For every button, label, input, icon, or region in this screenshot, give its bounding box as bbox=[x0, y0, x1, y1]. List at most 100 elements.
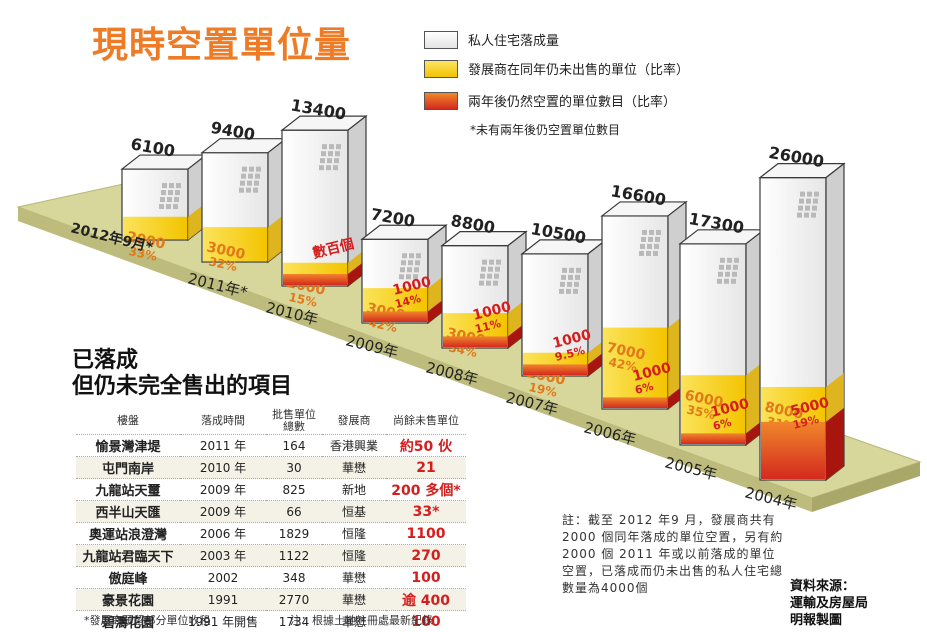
window-mark bbox=[727, 258, 732, 263]
window-mark bbox=[167, 197, 172, 202]
header-unsold: 尚餘未售單位 bbox=[386, 408, 466, 435]
table-cell-name: 屯門南岸 bbox=[76, 457, 180, 479]
table-cell-dev: 華懋 bbox=[322, 567, 386, 589]
window-mark bbox=[569, 268, 574, 273]
table-cell-dev: 華懋 bbox=[322, 589, 386, 611]
window-mark bbox=[320, 158, 325, 163]
window-mark bbox=[720, 258, 725, 263]
window-mark bbox=[494, 274, 499, 279]
window-mark bbox=[734, 258, 739, 263]
table-cell-units: 825 bbox=[266, 479, 322, 501]
window-mark bbox=[804, 213, 809, 218]
window-mark bbox=[648, 237, 653, 242]
window-mark bbox=[654, 244, 659, 249]
table-cell-name: 傲庭峰 bbox=[76, 567, 180, 589]
table-cell-units: 66 bbox=[266, 501, 322, 523]
table-cell-date: 2009 年 bbox=[180, 501, 266, 523]
window-mark bbox=[568, 275, 573, 280]
table-cell-name: 九龍站天璽 bbox=[76, 479, 180, 501]
table-cell-name: 西半山天匯 bbox=[76, 501, 180, 523]
window-mark bbox=[242, 167, 247, 172]
window-mark bbox=[256, 167, 261, 172]
window-mark bbox=[725, 272, 730, 277]
table-cell-units: 2770 bbox=[266, 589, 322, 611]
window-mark bbox=[162, 183, 167, 188]
window-mark bbox=[479, 281, 484, 286]
legend-note: *未有兩年後仍空置單位數目 bbox=[470, 121, 620, 138]
bar-vacant bbox=[283, 274, 347, 285]
table-cell-units: 1829 bbox=[266, 523, 322, 545]
window-mark bbox=[400, 267, 405, 272]
table-cell-unsold: 270 bbox=[386, 545, 466, 567]
chart-title: 現時空置單位量 bbox=[92, 16, 351, 68]
legend-label-total: 私人住宅落成量 bbox=[468, 30, 559, 49]
source-graphic: 明報製圖 bbox=[790, 612, 868, 629]
window-mark bbox=[573, 289, 578, 294]
window-mark bbox=[642, 230, 647, 235]
legend-label-unsold: 發展商在同年仍未出售的單位（比率） bbox=[468, 59, 689, 78]
source-label: 資料來源： bbox=[790, 578, 868, 595]
table-cell-dev: 恒基 bbox=[322, 501, 386, 523]
window-mark bbox=[414, 267, 419, 272]
window-mark bbox=[733, 265, 738, 270]
window-mark bbox=[326, 165, 331, 170]
window-mark bbox=[408, 260, 413, 265]
window-mark bbox=[731, 279, 736, 284]
window-mark bbox=[240, 181, 245, 186]
window-mark bbox=[574, 282, 579, 287]
window-mark bbox=[246, 188, 251, 193]
window-mark bbox=[489, 260, 494, 265]
table-cell-unsold: 1100 bbox=[386, 523, 466, 545]
table-source-note: 注：根據土地註冊處最新紀錄 bbox=[290, 612, 433, 628]
window-mark bbox=[649, 230, 654, 235]
window-mark bbox=[166, 204, 171, 209]
table-cell-units: 348 bbox=[266, 567, 322, 589]
window-mark bbox=[560, 282, 565, 287]
window-mark bbox=[814, 192, 819, 197]
window-mark bbox=[806, 199, 811, 204]
window-mark bbox=[493, 281, 498, 286]
legend-item-unsold: 發展商在同年仍未出售的單位（比率） bbox=[424, 59, 689, 78]
window-mark bbox=[482, 260, 487, 265]
window-mark bbox=[160, 197, 165, 202]
window-mark bbox=[480, 274, 485, 279]
bar-total-label: 8800 bbox=[449, 211, 496, 237]
table-title-line2: 但仍未完全售出的項目 bbox=[72, 374, 292, 400]
window-mark bbox=[481, 267, 486, 272]
window-mark bbox=[575, 275, 580, 280]
table-cell-units: 1122 bbox=[266, 545, 322, 567]
window-mark bbox=[249, 167, 254, 172]
bar-vacant bbox=[603, 397, 667, 408]
window-mark bbox=[641, 237, 646, 242]
window-mark bbox=[174, 197, 179, 202]
window-mark bbox=[159, 204, 164, 209]
window-mark bbox=[495, 267, 500, 272]
window-mark bbox=[639, 251, 644, 256]
window-mark bbox=[486, 281, 491, 286]
table-cell-unsold: 21 bbox=[386, 457, 466, 479]
window-mark bbox=[566, 289, 571, 294]
legend-swatch-unsold bbox=[424, 60, 458, 78]
legend-swatch-vacant bbox=[424, 92, 458, 110]
chart-note: 註：截至 2012 年9 月，發展商共有2000 個同年落成的單位空置，另有約 … bbox=[562, 512, 784, 597]
table-cell-date: 2002 bbox=[180, 567, 266, 589]
table-title: 已落成 但仍未完全售出的項目 bbox=[72, 348, 292, 400]
window-mark bbox=[239, 188, 244, 193]
window-mark bbox=[321, 151, 326, 156]
table-cell-date: 2003 年 bbox=[180, 545, 266, 567]
window-mark bbox=[335, 151, 340, 156]
window-mark bbox=[328, 151, 333, 156]
window-mark bbox=[161, 190, 166, 195]
window-mark bbox=[640, 244, 645, 249]
window-mark bbox=[812, 206, 817, 211]
window-mark bbox=[253, 188, 258, 193]
table-cell-name: 奧運站浪澄灣 bbox=[76, 523, 180, 545]
bar-vacant bbox=[523, 364, 587, 375]
header-estate: 樓盤 bbox=[76, 408, 180, 435]
bar-vacant bbox=[761, 422, 825, 479]
table-cell-date: 2009 年 bbox=[180, 479, 266, 501]
header-developer: 發展商 bbox=[322, 408, 386, 435]
